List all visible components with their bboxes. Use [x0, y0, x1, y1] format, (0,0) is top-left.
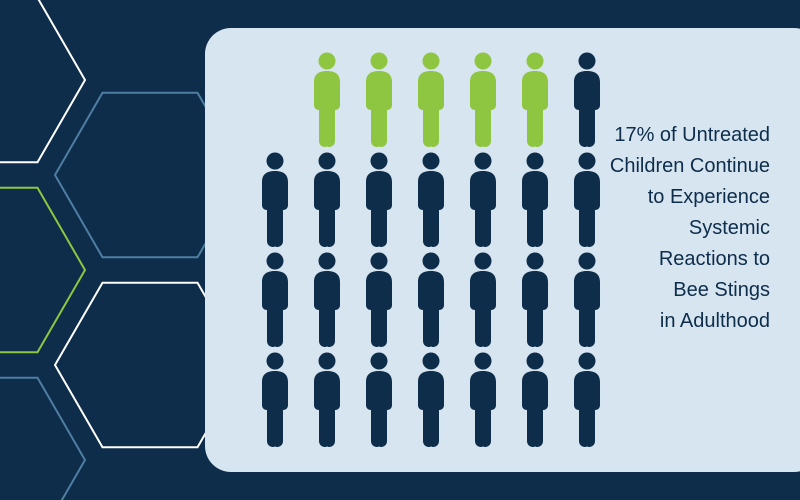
- person-icon: [250, 150, 300, 250]
- person-icon: [458, 350, 508, 450]
- person-icon: [354, 250, 404, 350]
- stat-line: Systemic: [605, 213, 770, 244]
- stat-line: in Adulthood: [605, 306, 770, 337]
- person-icon: [510, 50, 560, 150]
- stat-line: 17% of Untreated: [605, 120, 770, 151]
- person-icon: [250, 250, 300, 350]
- person-icon: [302, 150, 352, 250]
- person-icon: [510, 350, 560, 450]
- person-icon: [562, 350, 612, 450]
- stat-line: to Experience: [605, 182, 770, 213]
- stat-line: Bee Stings: [605, 275, 770, 306]
- person-icon: [406, 250, 456, 350]
- person-icon: [510, 150, 560, 250]
- stat-line: Reactions to: [605, 244, 770, 275]
- stat-line: Children Continue: [605, 151, 770, 182]
- infographic-canvas: 17% of UntreatedChildren Continueto Expe…: [0, 0, 800, 500]
- person-icon: [354, 50, 404, 150]
- person-icon: [250, 350, 300, 450]
- people-pictograph: [250, 50, 610, 450]
- person-icon: [302, 250, 352, 350]
- person-icon: [302, 350, 352, 450]
- person-icon: [406, 50, 456, 150]
- person-icon: [354, 350, 404, 450]
- person-icon: [406, 150, 456, 250]
- person-icon: [458, 250, 508, 350]
- person-icon: [458, 50, 508, 150]
- person-icon: [302, 50, 352, 150]
- person-icon: [510, 250, 560, 350]
- person-icon: [458, 150, 508, 250]
- stat-text: 17% of UntreatedChildren Continueto Expe…: [605, 120, 770, 337]
- person-icon: [354, 150, 404, 250]
- person-icon: [406, 350, 456, 450]
